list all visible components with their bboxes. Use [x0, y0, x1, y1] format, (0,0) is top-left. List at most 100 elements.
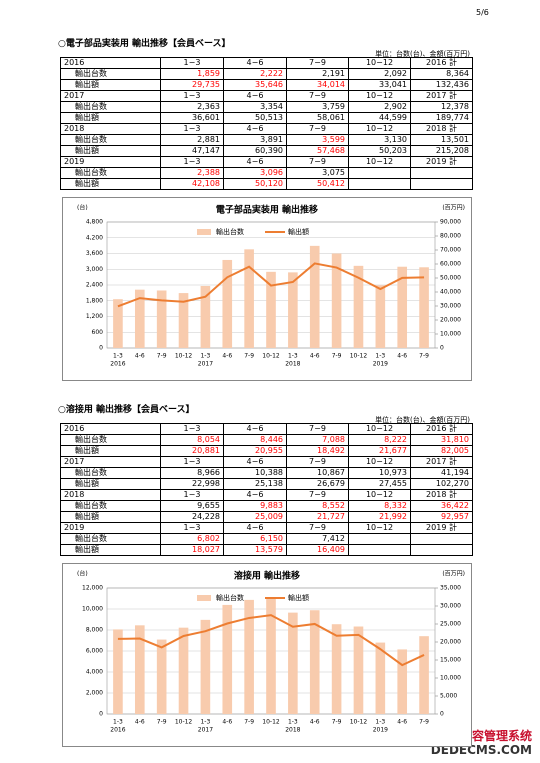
- value-cell: 35,646: [223, 79, 287, 91]
- empty-cell: [410, 533, 473, 545]
- legend-swatch: [197, 229, 211, 235]
- value-cell: 50,412: [286, 178, 349, 190]
- value-cell: 8,054: [160, 434, 224, 446]
- y-tick-label: 3,600: [86, 250, 103, 257]
- chart: 溶接用 輸出推移 (台) (百万円) 0 2,000 4,000 6,000 8,000 10,…: [62, 563, 472, 747]
- value-cell: 34,014: [286, 79, 349, 91]
- x-tick-label: 4-6: [135, 353, 145, 360]
- header-cell: 7−9: [286, 156, 349, 168]
- y-tick-label: 600: [92, 329, 104, 336]
- value-cell: 3,599: [286, 134, 349, 146]
- value-cell: 132,436: [410, 79, 473, 91]
- y2-tick-label: 5,000: [440, 693, 457, 700]
- value-cell: 1,859: [160, 68, 224, 80]
- x-tick-label: 10-12: [175, 719, 193, 726]
- y-tick-label: 0: [99, 345, 103, 352]
- header-cell: 2018: [60, 123, 161, 135]
- value-cell: 7,088: [286, 434, 349, 446]
- header-cell: 2019 計: [410, 156, 473, 168]
- row-label: 輸出額: [60, 478, 161, 490]
- legend-label: 輸出台数: [216, 227, 244, 236]
- bar: [222, 259, 233, 348]
- legend-label: 輸出台数: [216, 593, 244, 602]
- value-cell: 12,378: [410, 101, 473, 113]
- row-label: 輸出額: [60, 79, 161, 91]
- y-axis-unit: (台): [77, 204, 88, 212]
- row-label: 輸出台数: [60, 68, 161, 80]
- value-cell: 2,881: [160, 134, 224, 146]
- unit-note: 単位：台数(台)、金額(百万円): [375, 50, 470, 58]
- value-cell: 3,891: [223, 134, 287, 146]
- value-cell: 3,130: [348, 134, 411, 146]
- table-row: 輸出台数 2,388 3,096 3,075: [60, 167, 473, 179]
- x-tick-label: 4-6: [310, 719, 320, 726]
- value-cell: 7,412: [286, 533, 349, 545]
- y2-tick-label: 20,000: [440, 317, 461, 324]
- value-cell: 29,735: [160, 79, 224, 91]
- y-tick-label: 1,800: [86, 297, 103, 304]
- value-cell: 10,388: [223, 467, 287, 479]
- value-cell: 13,579: [223, 544, 287, 556]
- y2-tick-label: 60,000: [440, 261, 461, 268]
- value-cell: 82,005: [410, 445, 473, 457]
- y2-tick-label: 30,000: [440, 603, 461, 610]
- header-cell: 1−3: [160, 57, 224, 69]
- value-cell: 36,601: [160, 112, 224, 124]
- y-tick-label: 0: [99, 711, 103, 718]
- y2-tick-label: 10,000: [440, 675, 461, 682]
- value-cell: 50,513: [223, 112, 287, 124]
- bar: [244, 599, 254, 714]
- header-cell: 10−12: [348, 522, 411, 534]
- x-tick-label: 7-9: [244, 353, 254, 360]
- header-cell: 7−9: [286, 489, 349, 501]
- x-tick-label: 10-12: [262, 353, 280, 360]
- value-cell: 21,727: [286, 511, 349, 523]
- line: [117, 614, 425, 667]
- data-table: 2016 1−3 4−6 7−9 10−12 2016 計輸出台数 8,054 8,446 7,…: [60, 423, 473, 556]
- legend-label: 輸出額: [288, 593, 309, 602]
- bar: [266, 271, 276, 348]
- value-cell: 33,041: [348, 79, 411, 91]
- bar: [113, 629, 123, 714]
- bar: [288, 612, 298, 714]
- bar: [331, 253, 342, 348]
- header-cell: 2018: [60, 489, 161, 501]
- y-tick-label: 1,200: [86, 313, 103, 320]
- chart-title: 電子部品実装用 輸出推移: [216, 204, 318, 216]
- bar: [375, 642, 386, 714]
- x-tick-label: 10-12: [350, 353, 368, 360]
- header-cell: 4−6: [223, 156, 287, 168]
- value-cell: 21,677: [348, 445, 411, 457]
- value-cell: 3,075: [286, 167, 349, 179]
- chart: 電子部品実装用 輸出推移 (台) (百万円) 0 600 1,200 1,800 2,400 3…: [62, 197, 472, 381]
- header-cell: 2016 計: [410, 57, 473, 69]
- x-group-label: 2018: [285, 727, 300, 734]
- value-cell: 20,881: [160, 445, 224, 457]
- unit-note: 単位：台数(台)、金額(百万円): [375, 416, 470, 424]
- y-tick-label: 2,400: [86, 282, 103, 289]
- value-cell: 57,468: [286, 145, 349, 157]
- value-cell: 3,096: [223, 167, 287, 179]
- value-cell: 27,455: [348, 478, 411, 490]
- table-header-row: 2019 1−3 4−6 7−9 10−12 2019 計: [60, 156, 473, 168]
- value-cell: 92,957: [410, 511, 473, 523]
- value-cell: 31,810: [410, 434, 473, 446]
- y-tick-label: 8,000: [86, 627, 103, 634]
- header-cell: 1−3: [160, 156, 224, 168]
- header-cell: 4−6: [223, 522, 287, 534]
- table-row: 輸出台数 2,363 3,354 3,759 2,902 12,378: [60, 101, 473, 113]
- x-tick-label: 4-6: [222, 353, 232, 360]
- bar: [375, 285, 386, 348]
- table-header-row: 2018 1−3 4−6 7−9 10−12 2018 計: [60, 489, 473, 501]
- bar: [113, 299, 123, 348]
- y2-tick-label: 70,000: [440, 247, 461, 254]
- table-row: 輸出額 42,108 50,120 50,412: [60, 178, 473, 190]
- header-cell: 10−12: [348, 456, 411, 468]
- table-header-row: 2016 1−3 4−6 7−9 10−12 2016 計: [60, 423, 473, 435]
- header-cell: 4−6: [223, 456, 287, 468]
- value-cell: 36,422: [410, 500, 473, 512]
- empty-cell: [348, 178, 411, 190]
- header-cell: 7−9: [286, 90, 349, 102]
- value-cell: 6,150: [223, 533, 287, 545]
- table-header-row: 2017 1−3 4−6 7−9 10−12 2017 計: [60, 90, 473, 102]
